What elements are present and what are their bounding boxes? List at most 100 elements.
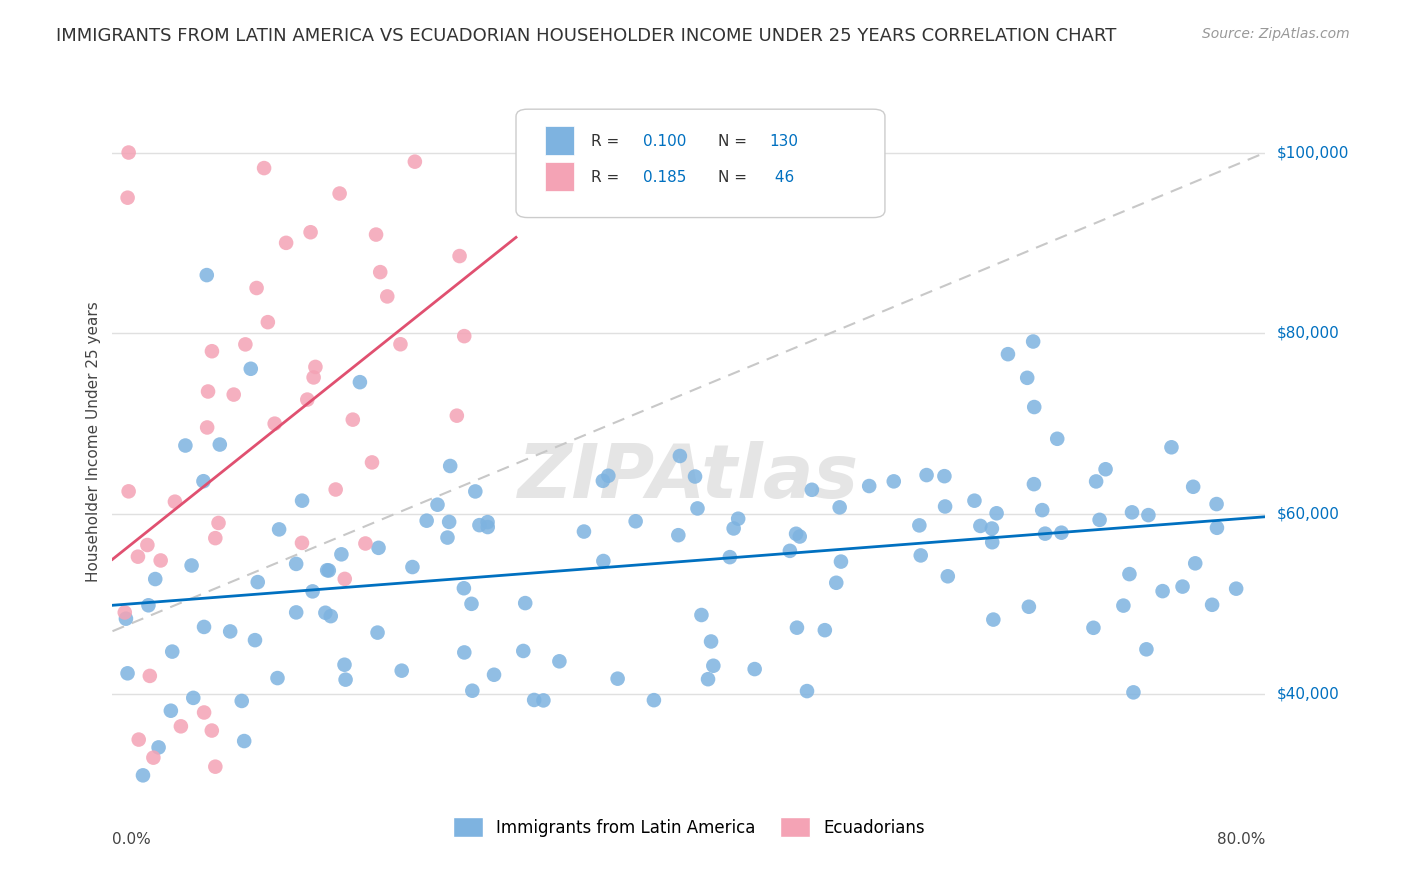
Point — [375, 289, 398, 303]
Point — [389, 337, 412, 351]
Point — [1083, 621, 1105, 635]
Point — [1112, 599, 1135, 613]
Point — [477, 515, 499, 529]
Text: $60,000: $60,000 — [1277, 507, 1340, 521]
Point — [963, 493, 986, 508]
Point — [785, 526, 807, 541]
Point — [915, 468, 938, 483]
Point — [727, 512, 749, 526]
Point — [1206, 521, 1229, 535]
Point — [468, 518, 491, 533]
Point — [786, 621, 808, 635]
Point — [624, 514, 647, 528]
Point — [207, 516, 229, 530]
Point — [231, 694, 253, 708]
Point — [170, 719, 193, 733]
Point — [1094, 462, 1116, 476]
Point — [572, 524, 595, 539]
Point — [219, 624, 242, 639]
Point — [132, 768, 155, 782]
Point — [245, 281, 267, 295]
Point — [744, 662, 766, 676]
Point — [143, 572, 166, 586]
Point — [1022, 477, 1045, 491]
Point — [858, 479, 880, 493]
Point — [969, 519, 991, 533]
Text: R =: R = — [591, 134, 624, 149]
Point — [830, 555, 852, 569]
Point — [162, 644, 184, 658]
Point — [643, 693, 665, 707]
Point — [1135, 642, 1157, 657]
Point — [201, 344, 224, 359]
Point — [127, 549, 149, 564]
Point — [1033, 526, 1056, 541]
Point — [233, 734, 256, 748]
Point — [415, 514, 437, 528]
Point — [174, 438, 197, 452]
Text: R =: R = — [591, 170, 624, 186]
FancyBboxPatch shape — [516, 109, 884, 218]
Point — [908, 518, 931, 533]
Text: N =: N = — [718, 134, 752, 149]
Point — [1122, 685, 1144, 699]
Point — [1022, 334, 1045, 349]
Point — [204, 531, 226, 545]
Point — [367, 625, 389, 640]
Point — [669, 449, 692, 463]
Point — [114, 606, 136, 620]
Point — [285, 606, 308, 620]
Point — [319, 609, 342, 624]
Point — [142, 750, 165, 764]
Point — [291, 536, 314, 550]
Point — [1137, 508, 1160, 522]
Point — [437, 515, 460, 529]
Point — [453, 329, 475, 343]
Point — [148, 740, 170, 755]
Point — [800, 483, 823, 497]
Point — [367, 541, 389, 555]
Point — [117, 666, 139, 681]
FancyBboxPatch shape — [546, 162, 574, 191]
Point — [404, 154, 426, 169]
Point — [117, 191, 139, 205]
Point — [299, 225, 322, 239]
Point — [936, 569, 959, 583]
Point — [531, 693, 554, 707]
Point — [349, 375, 371, 389]
Point — [333, 657, 356, 672]
Point — [1152, 584, 1174, 599]
Point — [330, 547, 353, 561]
Point — [256, 315, 278, 329]
Point — [246, 575, 269, 590]
Point — [117, 484, 139, 499]
Text: 0.185: 0.185 — [643, 170, 686, 186]
Point — [1050, 525, 1073, 540]
Point — [266, 671, 288, 685]
Text: 0.0%: 0.0% — [112, 831, 152, 847]
Point — [193, 620, 215, 634]
Point — [117, 145, 139, 160]
Point — [285, 557, 308, 571]
Point — [193, 474, 215, 488]
Point — [461, 683, 484, 698]
Point — [364, 227, 387, 242]
Text: 0.100: 0.100 — [643, 134, 686, 149]
Text: $40,000: $40,000 — [1277, 687, 1340, 702]
Point — [160, 704, 183, 718]
Point — [796, 684, 818, 698]
Point — [779, 544, 801, 558]
Point — [180, 558, 202, 573]
Point — [301, 584, 323, 599]
Point — [342, 412, 364, 426]
Point — [1160, 440, 1182, 454]
Point — [997, 347, 1019, 361]
Point — [512, 644, 534, 658]
Point — [453, 581, 475, 595]
Point — [128, 732, 150, 747]
Point — [333, 572, 356, 586]
Point — [825, 575, 848, 590]
Point — [515, 596, 537, 610]
Point — [368, 265, 391, 279]
Point — [1046, 432, 1069, 446]
